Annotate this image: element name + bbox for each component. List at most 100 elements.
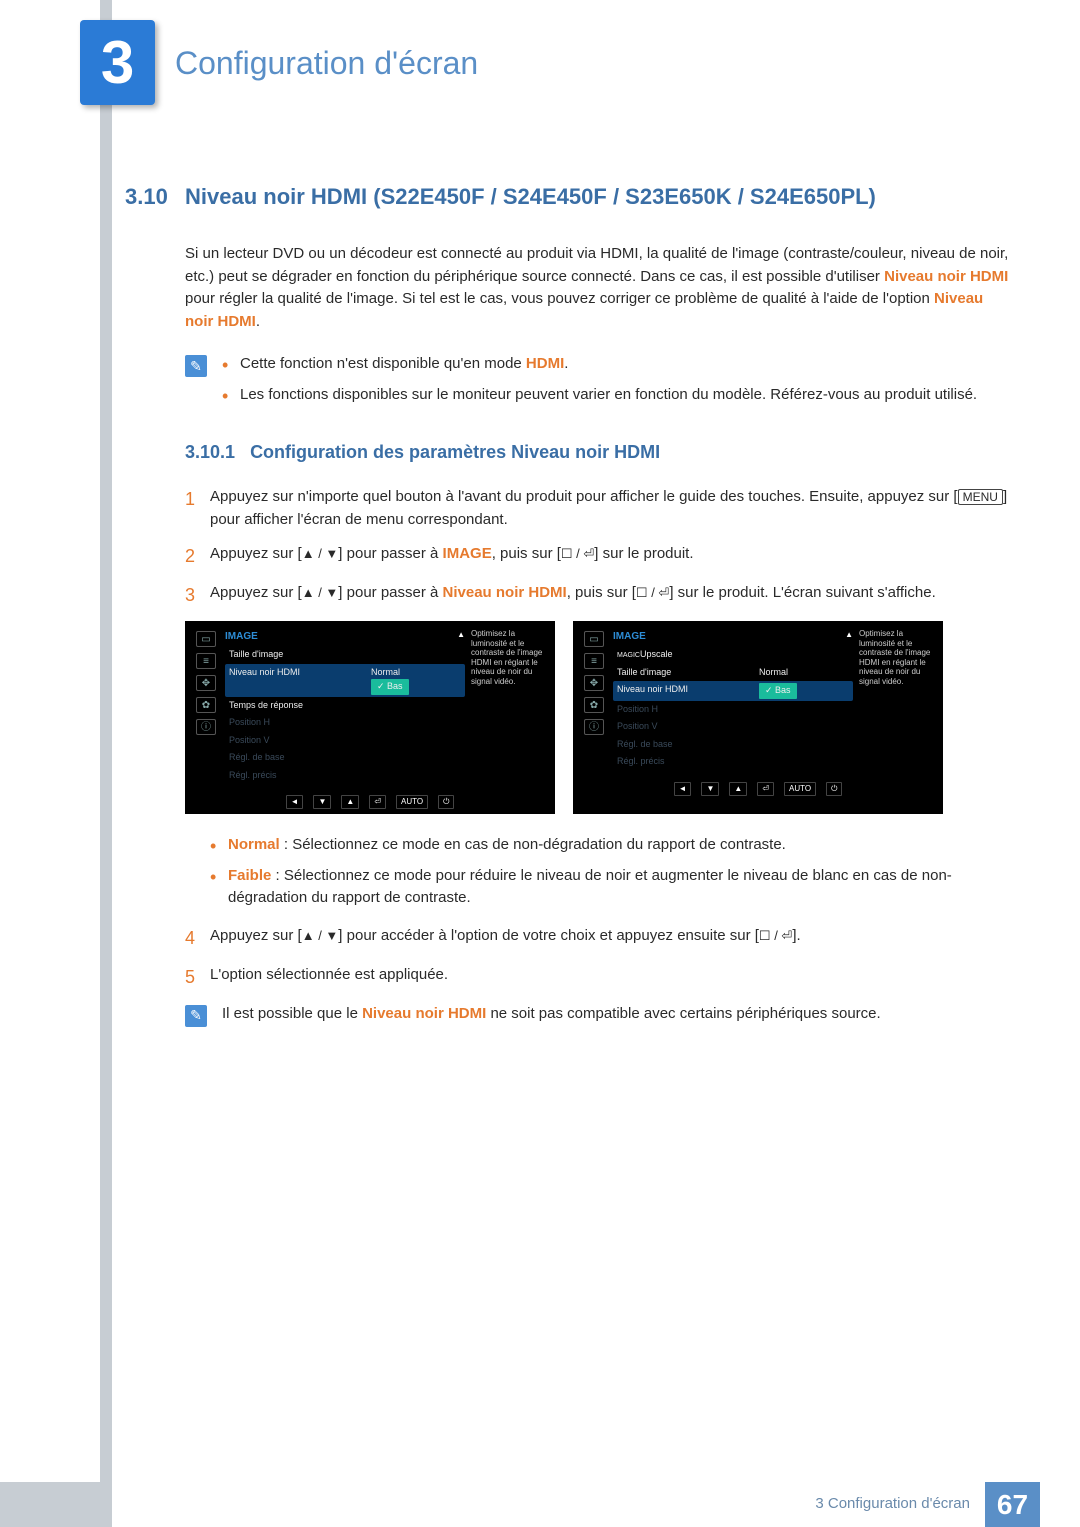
page-footer: 3 Configuration d'écran 67 bbox=[0, 1482, 1080, 1527]
step-text: Appuyez sur [▲ / ▼] pour accéder à l'opt… bbox=[210, 925, 1010, 952]
note-item: Cette fonction n'est disponible qu'en mo… bbox=[222, 353, 1010, 376]
osd-item: Taille d'image bbox=[225, 646, 465, 664]
note-item: Les fonctions disponibles sur le moniteu… bbox=[222, 384, 1010, 407]
t: Appuyez sur n'importe quel bouton à l'av… bbox=[210, 488, 958, 505]
step-3: 3 Appuyez sur [▲ / ▼] pour passer à Nive… bbox=[185, 582, 1010, 609]
steps-list-cont: 4 Appuyez sur [▲ / ▼] pour accéder à l'o… bbox=[185, 925, 1010, 991]
enter-icon: ☐ / ⏎ bbox=[636, 585, 669, 600]
osd-nav-icon: ▲ bbox=[341, 795, 359, 809]
steps-list: 1 Appuyez sur n'importe quel bouton à l'… bbox=[185, 486, 1010, 609]
note-text: Cette fonction n'est disponible qu'en mo… bbox=[240, 355, 526, 372]
step-number: 2 bbox=[185, 543, 210, 570]
footer-chapter-label: 3 Configuration d'écran bbox=[815, 1493, 970, 1516]
t: Appuyez sur [ bbox=[210, 545, 302, 562]
osd-side-icon: ▭ bbox=[584, 631, 604, 647]
note-text: . bbox=[564, 355, 568, 372]
option-desc: : Sélectionnez ce mode pour réduire le n… bbox=[228, 867, 952, 907]
section-heading: 3.10 Niveau noir HDMI (S22E450F / S24E45… bbox=[125, 180, 1010, 213]
subsection-title: Configuration des paramètres Niveau noir… bbox=[250, 442, 660, 462]
osd-main: IMAGE▲ Taille d'image Niveau noir HDMINo… bbox=[221, 627, 469, 786]
osd-side-icon: ✿ bbox=[196, 697, 216, 713]
osd-nav-icon: ▲ bbox=[729, 782, 747, 796]
osd-side-icon: ✿ bbox=[584, 697, 604, 713]
t: Il est possible que le bbox=[222, 1005, 362, 1022]
side-stripe bbox=[100, 0, 112, 1527]
step-number: 4 bbox=[185, 925, 210, 952]
osd-item-selected: Niveau noir HDMINormal✓ Bas bbox=[225, 664, 465, 697]
step-text: Appuyez sur [▲ / ▼] pour passer à Niveau… bbox=[210, 582, 1010, 609]
osd-nav-icon: ⏎ bbox=[369, 795, 386, 809]
osd-item-disabled: Position H bbox=[225, 714, 465, 732]
t: ] pour accéder à l'option de votre choix… bbox=[338, 927, 759, 944]
t: ]. bbox=[792, 927, 800, 944]
intro-text: . bbox=[256, 313, 260, 330]
step-4: 4 Appuyez sur [▲ / ▼] pour accéder à l'o… bbox=[185, 925, 1010, 952]
step-number: 5 bbox=[185, 964, 210, 991]
osd-footer: ◄ ▼ ▲ ⏎ AUTO ⏻ bbox=[191, 792, 549, 812]
osd-screenshot-left: ▭ ≡ ✥ ✿ ⓘ IMAGE▲ Taille d'image Niveau n… bbox=[185, 621, 555, 814]
osd-side-icon: ⓘ bbox=[196, 719, 216, 735]
osd-footer: ◄ ▼ ▲ ⏎ AUTO ⏻ bbox=[579, 779, 937, 799]
options-list: Normal : Sélectionnez ce mode en cas de … bbox=[210, 834, 1010, 910]
osd-nav-icon: ⏻ bbox=[826, 782, 842, 796]
step-1: 1 Appuyez sur n'importe quel bouton à l'… bbox=[185, 486, 1010, 531]
osd-item-disabled: Position H bbox=[613, 701, 853, 719]
t: ] pour passer à bbox=[338, 545, 442, 562]
chapter-number-badge: 3 bbox=[80, 20, 155, 105]
osd-screenshot-right: ▭ ≡ ✥ ✿ ⓘ IMAGE▲ MAGICUpscale Taille d'i… bbox=[573, 621, 943, 814]
option-desc: : Sélectionnez ce mode en cas de non-dég… bbox=[280, 836, 786, 853]
intro-text: pour régler la qualité de l'image. Si te… bbox=[185, 290, 934, 307]
enter-icon: ☐ / ⏎ bbox=[561, 546, 594, 561]
t: , puis sur [ bbox=[492, 545, 561, 562]
osd-side-icon: ✥ bbox=[584, 675, 604, 691]
osd-item-disabled: Position V bbox=[613, 718, 853, 736]
step-number: 3 bbox=[185, 582, 210, 609]
osd-item-selected: Niveau noir HDMI✓ Bas bbox=[613, 681, 853, 701]
osd-title: IMAGE▲ bbox=[225, 629, 465, 644]
osd-description: Optimisez la luminosité et le contraste … bbox=[469, 627, 549, 786]
note-list: Cette fonction n'est disponible qu'en mo… bbox=[222, 353, 1010, 414]
step-5: 5 L'option sélectionnée est appliquée. bbox=[185, 964, 1010, 991]
intro-paragraph: Si un lecteur DVD ou un décodeur est con… bbox=[185, 243, 1010, 333]
osd-nav-icon: AUTO bbox=[396, 795, 428, 809]
option-item: Normal : Sélectionnez ce mode en cas de … bbox=[210, 834, 1010, 857]
osd-nav-icon: ▼ bbox=[313, 795, 331, 809]
osd-side-icon: ▭ bbox=[196, 631, 216, 647]
osd-nav-icon: ◄ bbox=[674, 782, 692, 796]
osd-title: IMAGE▲ bbox=[613, 629, 853, 644]
page-content: 3.10 Niveau noir HDMI (S22E450F / S24E45… bbox=[125, 180, 1010, 1052]
option-item: Faible : Sélectionnez ce mode pour rédui… bbox=[210, 865, 1010, 910]
osd-item: Taille d'imageNormal bbox=[613, 664, 853, 682]
osd-item: MAGICUpscale bbox=[613, 646, 853, 664]
chapter-title: Configuration d'écran bbox=[175, 39, 478, 87]
osd-item-disabled: Régl. de base bbox=[225, 749, 465, 767]
osd-main: IMAGE▲ MAGICUpscale Taille d'imageNormal… bbox=[609, 627, 857, 773]
osd-nav-icon: ⏻ bbox=[438, 795, 454, 809]
note-block-bottom: Il est possible que le Niveau noir HDMI … bbox=[185, 1003, 1010, 1027]
osd-item-disabled: Position V bbox=[225, 732, 465, 750]
subsection-number: 3.10.1 bbox=[185, 442, 235, 462]
osd-nav-icon: ◄ bbox=[286, 795, 304, 809]
page-number: 67 bbox=[985, 1482, 1040, 1527]
step-number: 1 bbox=[185, 486, 210, 531]
section-number: 3.10 bbox=[125, 180, 185, 213]
note-icon bbox=[185, 1005, 207, 1027]
note-block: Cette fonction n'est disponible qu'en mo… bbox=[185, 353, 1010, 414]
step-text: Appuyez sur [▲ / ▼] pour passer à IMAGE,… bbox=[210, 543, 1010, 570]
t: Appuyez sur [ bbox=[210, 584, 302, 601]
t: Appuyez sur [ bbox=[210, 927, 302, 944]
t: ] pour passer à bbox=[338, 584, 442, 601]
osd-nav-icon: AUTO bbox=[784, 782, 816, 796]
enter-icon: ☐ / ⏎ bbox=[759, 928, 792, 943]
osd-sidebar: ▭ ≡ ✥ ✿ ⓘ bbox=[579, 627, 609, 773]
t: , puis sur [ bbox=[567, 584, 636, 601]
osd-description: Optimisez la luminosité et le contraste … bbox=[857, 627, 937, 773]
hdmi-black-term: Niveau noir HDMI bbox=[362, 1005, 486, 1022]
t: ] sur le produit. L'écran suivant s'affi… bbox=[669, 584, 935, 601]
hdmi-term: HDMI bbox=[526, 355, 564, 372]
osd-side-icon: ⓘ bbox=[584, 719, 604, 735]
step-text: L'option sélectionnée est appliquée. bbox=[210, 964, 1010, 991]
menu-button-icon: MENU bbox=[958, 489, 1003, 505]
osd-nav-icon: ▼ bbox=[701, 782, 719, 796]
t: ] sur le produit. bbox=[594, 545, 693, 562]
